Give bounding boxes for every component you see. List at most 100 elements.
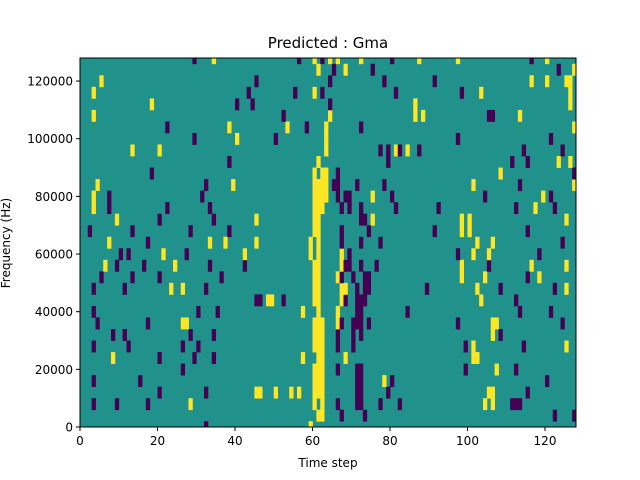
x-tick-label-3: 60 <box>305 434 320 448</box>
heatmap-cell-4 <box>339 409 344 422</box>
heatmap-cell-366 <box>455 58 461 65</box>
heatmap-cell-297 <box>378 144 383 157</box>
heatmap-cell-131 <box>343 294 348 307</box>
heatmap-cell-257 <box>324 190 329 203</box>
heatmap-cell-139 <box>169 282 174 295</box>
heatmap-cell-206 <box>339 236 344 249</box>
heatmap-cell-267 <box>204 179 209 192</box>
heatmap-cell-271 <box>320 179 325 192</box>
heatmap-cell-332 <box>91 86 96 99</box>
heatmap-cell-303 <box>521 144 527 157</box>
heatmap-cell-12 <box>312 398 317 411</box>
heatmap-cell-299 <box>393 144 399 157</box>
heatmap-cell-180 <box>359 259 364 272</box>
heatmap-cell-322 <box>421 109 426 122</box>
heatmap-cell-66 <box>320 352 325 364</box>
y-tick-label-3: 60000 <box>35 248 73 262</box>
heatmap-cell-113 <box>196 305 201 318</box>
heatmap-cell-76 <box>320 340 325 353</box>
heatmap-cell-312 <box>227 121 232 134</box>
heatmap-cell-132 <box>355 294 360 307</box>
heatmap-cell-64 <box>300 352 306 364</box>
heatmap-cell-81 <box>521 340 527 353</box>
heatmap-cell-233 <box>459 213 465 226</box>
heatmap-cell-247 <box>436 202 441 215</box>
heatmap-cell-246 <box>393 202 399 215</box>
heatmap-cell-71 <box>126 340 131 353</box>
heatmap-cell-96 <box>145 317 151 330</box>
heatmap-cell-258 <box>335 190 341 203</box>
heatmap-cell-187 <box>126 248 131 261</box>
heatmap-cell-212 <box>87 225 93 238</box>
heatmap-cell-287 <box>227 156 232 168</box>
heatmap-cell-343 <box>328 75 333 88</box>
heatmap-cell-175 <box>312 259 317 272</box>
heatmap-cell-110 <box>494 317 499 330</box>
heatmap-cell-79 <box>463 340 468 353</box>
heatmap-cell-323 <box>486 109 492 122</box>
heatmap-cell-334 <box>293 86 298 99</box>
heatmap-cell-235 <box>564 213 569 226</box>
heatmap-cell-240 <box>312 202 317 215</box>
heatmap-cell-135 <box>479 294 484 307</box>
heatmap-cell-114 <box>215 305 220 318</box>
heatmap-cell-147 <box>362 282 368 295</box>
heatmap-cell-63 <box>211 352 217 364</box>
heatmap-cell-157 <box>219 271 224 284</box>
heatmap-cell-274 <box>335 179 341 192</box>
heatmap-cell-295 <box>157 144 162 157</box>
heatmap-cell-318 <box>91 109 96 122</box>
heatmap-cell-188 <box>161 248 166 261</box>
heatmap-cell-268 <box>231 179 236 192</box>
heatmap-cell-270 <box>316 179 321 192</box>
heatmap-cell-65 <box>316 352 321 364</box>
heatmap-cell-88 <box>316 328 321 341</box>
heatmap-cell-250 <box>552 202 558 215</box>
heatmap-cell-50 <box>180 363 186 376</box>
heatmap-cell-201 <box>207 236 213 249</box>
heatmap-cell-118 <box>355 305 360 318</box>
heatmap-cell-11 <box>188 398 193 411</box>
heatmap-cell-364 <box>390 58 395 65</box>
heatmap-cell-124 <box>258 294 263 307</box>
heatmap-cell-153 <box>564 282 569 295</box>
heatmap-cell-354 <box>556 63 561 76</box>
heatmap-cell-350 <box>316 63 321 76</box>
heatmap-cell-281 <box>312 167 317 180</box>
heatmap-cells <box>87 58 577 428</box>
heatmap-cell-335 <box>312 86 317 99</box>
heatmap-cell-329 <box>328 98 333 111</box>
heatmap-cell-77 <box>335 340 341 353</box>
heatmap-cell-10 <box>145 398 151 411</box>
heatmap-cell-355 <box>572 63 577 76</box>
heatmap-cell-127 <box>281 294 286 307</box>
heatmap-cell-170 <box>114 259 120 272</box>
heatmap-cell-284 <box>335 167 341 180</box>
heatmap-cell-148 <box>366 282 372 295</box>
heatmap-cell-34 <box>355 386 360 399</box>
heatmap-cell-101 <box>320 317 325 330</box>
heatmap-cell-241 <box>316 202 321 215</box>
heatmap-cell-321 <box>413 109 418 122</box>
heatmap-cell-245 <box>359 202 364 215</box>
heatmap-cell-269 <box>312 179 317 192</box>
heatmap-cell-112 <box>91 305 96 318</box>
heatmap-cell-244 <box>347 202 352 215</box>
heatmap-cell-138 <box>122 282 127 295</box>
heatmap-cell-352 <box>343 63 348 76</box>
heatmap-cell-84 <box>122 328 127 341</box>
heatmap-cell-163 <box>362 271 368 284</box>
heatmap-cell-351 <box>331 63 337 76</box>
heatmap-cell-75 <box>316 340 321 353</box>
heatmap-cell-83 <box>111 328 116 341</box>
heatmap-cell-1 <box>308 421 313 428</box>
heatmap-cell-21 <box>510 398 515 411</box>
heatmap-cell-218 <box>339 225 344 238</box>
heatmap-cell-18 <box>397 398 403 411</box>
heatmap-cell-260 <box>347 190 352 203</box>
heatmap-cell-121 <box>517 305 523 318</box>
heatmap-cell-146 <box>355 282 360 295</box>
heatmap-cell-276 <box>382 179 387 192</box>
heatmap-cell-286 <box>572 167 577 180</box>
heatmap-cell-365 <box>417 58 422 65</box>
